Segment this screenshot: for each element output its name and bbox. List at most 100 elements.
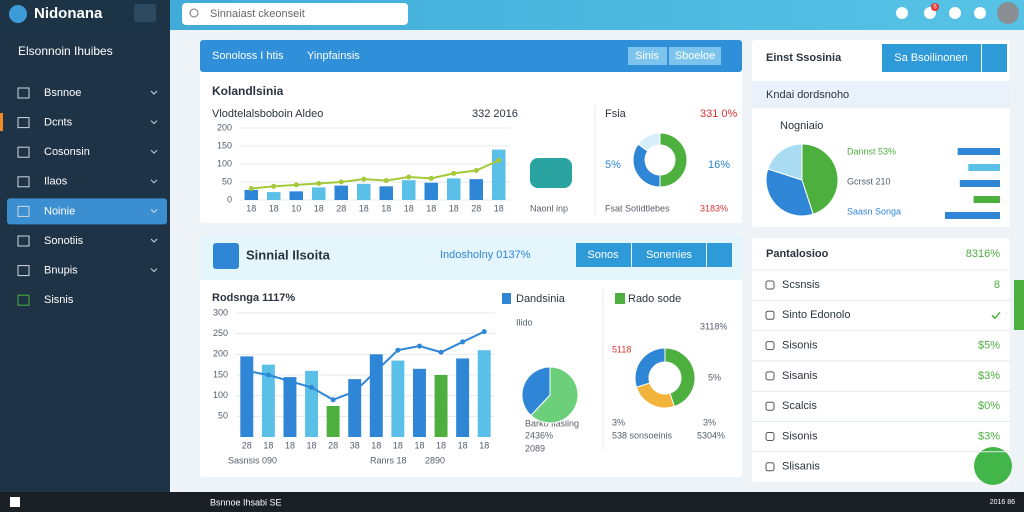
donut-footer-stat: 5304%	[697, 430, 725, 440]
y-tick-label: 100	[213, 390, 228, 400]
icon[interactable]	[896, 7, 908, 19]
button-label: Sa Bsoilinonen	[894, 52, 967, 64]
button-label: Sonenies	[646, 249, 692, 261]
y-tick-label: 0	[227, 194, 232, 204]
app-name: Nidonana	[34, 5, 103, 22]
line-point	[438, 349, 444, 355]
y-tick-label: 50	[218, 411, 228, 421]
y-tick-label: 200	[217, 122, 232, 132]
x-tick-label: 18	[426, 203, 436, 213]
menu-icon	[17, 176, 30, 188]
menu-item[interactable]: Dcnts	[44, 117, 73, 129]
bar	[477, 350, 491, 437]
bar	[357, 183, 371, 200]
chevron	[150, 238, 158, 243]
line-point	[244, 368, 250, 374]
row-label[interactable]: Sisonis	[782, 340, 818, 352]
menu-button[interactable]	[134, 4, 156, 22]
row-label[interactable]: Slisanis	[782, 461, 820, 473]
x-tick-label: 10	[291, 203, 301, 213]
line-point	[330, 397, 336, 403]
line	[251, 159, 500, 190]
row-label[interactable]: Scsnsis	[782, 279, 820, 291]
logo	[213, 243, 239, 269]
active-item	[7, 198, 167, 225]
x-tick-label: 18	[414, 440, 424, 450]
menu-item[interactable]: Cosonsin	[44, 146, 90, 158]
avatar[interactable]	[997, 2, 1019, 24]
bar	[267, 192, 281, 200]
button[interactable]	[982, 44, 1007, 72]
bar	[240, 356, 254, 437]
button-label: Sinis	[635, 50, 659, 62]
card	[752, 238, 1010, 482]
button[interactable]	[882, 44, 981, 72]
line-point	[293, 182, 299, 188]
pie-slice	[530, 366, 579, 424]
mini-bar	[959, 180, 1000, 187]
bar	[424, 182, 438, 200]
start[interactable]	[10, 497, 20, 507]
row-icon	[765, 341, 775, 351]
icon-caption: Naonl inp	[530, 203, 568, 213]
top-bar	[0, 0, 1024, 30]
line-point	[316, 180, 322, 186]
mini-bar	[945, 212, 1000, 219]
row-icon	[765, 280, 775, 290]
donut-slice	[634, 347, 666, 388]
footer: Ranrs 18	[370, 455, 407, 465]
icon[interactable]	[974, 7, 986, 19]
donut-stat: 331 0%	[700, 108, 738, 120]
sidebar-title: Elsonnoin Ihuibes	[18, 44, 113, 58]
donut-title: Rado sode	[628, 293, 681, 305]
menu-item[interactable]: Bnupis	[44, 265, 78, 277]
chevron	[150, 120, 158, 125]
icon	[615, 293, 625, 304]
x-tick-label: 18	[494, 203, 504, 213]
fab[interactable]	[974, 447, 1012, 485]
row	[752, 81, 1010, 108]
side-tab[interactable]	[1014, 280, 1024, 330]
menu-item[interactable]: Noinie	[44, 205, 75, 217]
search-box[interactable]	[182, 3, 408, 25]
x-tick-label: 18	[479, 440, 489, 450]
button[interactable]	[632, 243, 706, 267]
icon[interactable]	[949, 7, 961, 19]
select[interactable]: Nogniaio	[780, 120, 823, 132]
row-label[interactable]: Sinto Edonolo	[782, 309, 851, 321]
menu-item[interactable]: Bsnnoe	[44, 87, 81, 99]
line-point	[451, 170, 457, 176]
button[interactable]	[628, 47, 667, 65]
donut-label: 5118	[612, 344, 631, 354]
row-label[interactable]: Scalcis	[782, 400, 817, 412]
card	[200, 40, 742, 223]
donut-title: Fsia	[605, 108, 627, 120]
x-tick-label: 18	[359, 203, 369, 213]
tab[interactable]: Yinpfainsis	[307, 50, 360, 62]
menu-icon	[17, 87, 30, 99]
x-tick-label: 18	[458, 440, 468, 450]
chevron	[150, 90, 158, 95]
subtitle: Vlodtelalsboboin Aldeo	[212, 108, 323, 120]
button[interactable]	[669, 47, 721, 65]
donut-footer-stat: 3183%	[700, 203, 728, 213]
tab[interactable]: Sonoloss I htis	[212, 50, 284, 62]
button[interactable]	[576, 243, 631, 267]
x-tick-label: 18	[371, 440, 381, 450]
row-value: $0%	[978, 400, 1000, 412]
sidebar	[0, 30, 170, 492]
card-header	[200, 40, 742, 72]
chevron	[150, 268, 158, 273]
legend: Gcrsst 210	[847, 176, 891, 186]
check	[991, 311, 1001, 320]
row-label[interactable]: Sisanis	[782, 370, 818, 382]
mini-bar	[968, 164, 1000, 171]
line-point	[473, 167, 479, 173]
button-label: Sonos	[587, 249, 619, 261]
menu-item[interactable]: Sisnis	[44, 294, 74, 306]
button[interactable]	[707, 243, 732, 267]
menu-item[interactable]: Sonotiis	[44, 235, 84, 247]
menu-item[interactable]: Ilaos	[44, 176, 68, 188]
row-label[interactable]: Sisonis	[782, 430, 818, 442]
bar	[283, 377, 297, 437]
